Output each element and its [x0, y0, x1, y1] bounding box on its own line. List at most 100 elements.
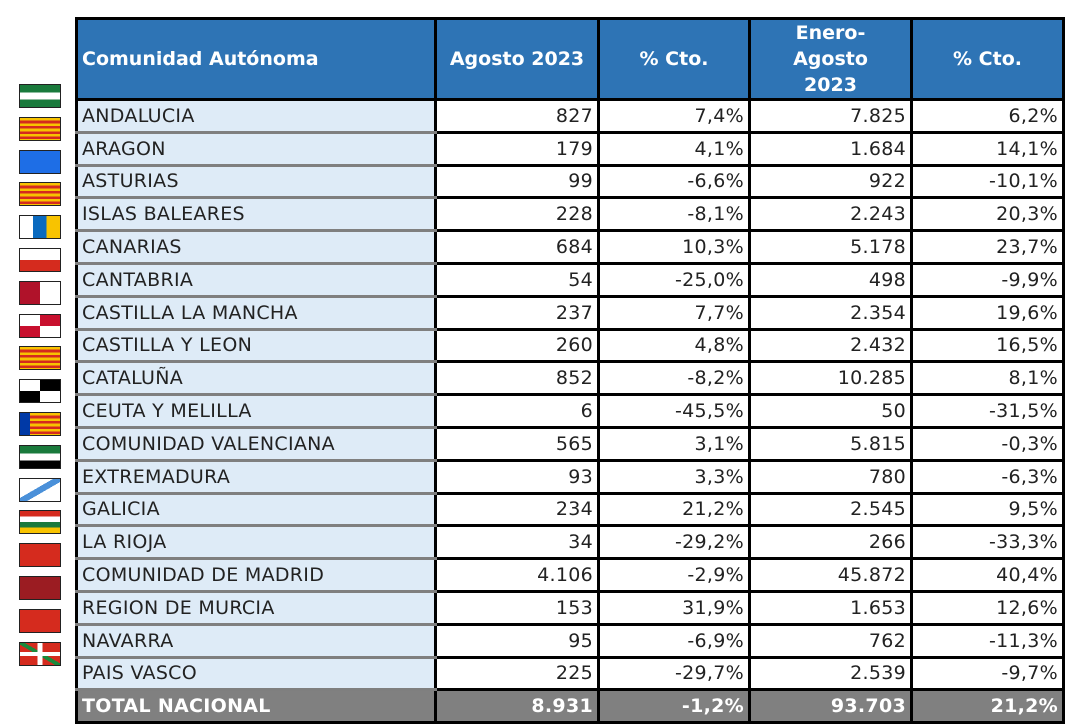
cell-aug-pct: 31,9%: [597, 589, 751, 626]
cell-aug-pct: 4,1%: [597, 130, 751, 167]
header-agosto: Agosto 2023: [434, 17, 600, 101]
cell-aug: 54: [434, 261, 600, 298]
cell-name: CASTILLA LA MANCHA: [75, 294, 437, 331]
data-table: Comunidad Autónoma Agosto 2023 % Cto. En…: [75, 17, 1065, 724]
flag-icon-val: [19, 412, 61, 436]
table-row: ISLAS BALEARES 228 -8,1% 2.243 20,3%: [75, 196, 1065, 233]
cell-ytd: 10.285: [748, 360, 913, 397]
cell-aug: 237: [434, 294, 600, 331]
cell-ytd-pct: 9,5%: [910, 491, 1065, 528]
cell-ytd-pct: -10,1%: [910, 163, 1065, 200]
cell-ytd-pct: 40,4%: [910, 557, 1065, 593]
header-pct-agosto: % Cto.: [597, 17, 751, 101]
cell-aug: 6: [434, 393, 600, 429]
table-row: CASTILLA Y LEON 260 4,8% 2.432 16,5%: [75, 327, 1065, 364]
cell-ytd: 2.539: [748, 655, 913, 692]
cell-ytd-pct: -11,3%: [910, 622, 1065, 659]
cell-ytd-pct: -0,3%: [910, 425, 1065, 462]
flag-icon-ast: [19, 149, 61, 174]
cell-ytd-pct: 16,5%: [910, 327, 1065, 364]
cell-aug: 234: [434, 491, 600, 528]
cell-ytd: 1.653: [748, 589, 913, 626]
cell-ytd: 50: [748, 393, 913, 429]
cell-name: NAVARRA: [75, 622, 437, 659]
table-row: REGION DE MURCIA 153 31,9% 1.653 12,6%: [75, 589, 1065, 626]
flag-icon-nav: [19, 608, 61, 633]
total-ytd-pct: 21,2%: [910, 688, 1065, 724]
header-pct-ytd: % Cto.: [910, 17, 1065, 101]
cell-ytd: 2.243: [748, 196, 913, 233]
cell-aug: 34: [434, 524, 600, 561]
cell-ytd-pct: 14,1%: [910, 130, 1065, 167]
total-ytd: 93.703: [748, 688, 913, 724]
cell-name: CANARIAS: [75, 229, 437, 265]
flag-icon-cat: [19, 346, 61, 371]
cell-aug-pct: -8,1%: [597, 196, 751, 233]
flag-icon-clm: [19, 280, 61, 305]
cell-aug: 684: [434, 229, 600, 265]
cell-name: ANDALUCIA: [75, 98, 437, 134]
cell-aug: 153: [434, 589, 600, 626]
total-row: TOTAL NACIONAL 8.931 -1,2% 93.703 21,2%: [75, 688, 1065, 724]
flag-icon-mur: [19, 576, 61, 600]
cell-ytd: 2.432: [748, 327, 913, 364]
cell-ytd: 1.684: [748, 130, 913, 167]
table-row: LA RIOJA 34 -29,2% 266 -33,3%: [75, 524, 1065, 561]
header-row: Comunidad Autónoma Agosto 2023 % Cto. En…: [75, 17, 1065, 101]
cell-ytd: 498: [748, 261, 913, 298]
cell-aug: 260: [434, 327, 600, 364]
cell-name: PAIS VASCO: [75, 655, 437, 692]
table-row: ASTURIAS 99 -6,6% 922 -10,1%: [75, 163, 1065, 200]
table-row: EXTREMADURA 93 3,3% 780 -6,3%: [75, 458, 1065, 495]
cell-ytd: 7.825: [748, 98, 913, 134]
table-row: COMUNIDAD DE MADRID 4.106 -2,9% 45.872 40,4%: [75, 557, 1065, 593]
cell-aug: 827: [434, 98, 600, 134]
cell-ytd-pct: -9,9%: [910, 261, 1065, 298]
table-row: CASTILLA LA MANCHA 237 7,7% 2.354 19,6%: [75, 294, 1065, 331]
cell-ytd-pct: -9,7%: [910, 655, 1065, 692]
cell-ytd: 266: [748, 524, 913, 561]
cell-ytd: 780: [748, 458, 913, 495]
flag-icon-ext: [19, 444, 61, 469]
cell-aug: 852: [434, 360, 600, 397]
cell-ytd: 2.545: [748, 491, 913, 528]
table-row: ANDALUCIA 827 7,4% 7.825 6,2%: [75, 98, 1065, 134]
cell-aug-pct: 7,7%: [597, 294, 751, 331]
cell-name: ARAGON: [75, 130, 437, 167]
flag-icon-ara: [19, 116, 61, 141]
cell-aug: 228: [434, 196, 600, 233]
table-row: CATALUÑA 852 -8,2% 10.285 8,1%: [75, 360, 1065, 397]
cell-aug-pct: -6,6%: [597, 163, 751, 200]
cell-ytd: 5.815: [748, 425, 913, 462]
cell-name: LA RIOJA: [75, 524, 437, 561]
cell-aug-pct: -25,0%: [597, 261, 751, 298]
cell-name: ISLAS BALEARES: [75, 196, 437, 233]
cell-aug-pct: -29,2%: [597, 524, 751, 561]
cell-name: COMUNIDAD DE MADRID: [75, 557, 437, 593]
cell-name: CEUTA Y MELILLA: [75, 393, 437, 429]
flag-icon-pv: [19, 641, 61, 666]
cell-ytd: 922: [748, 163, 913, 200]
flag-icon-cyl: [19, 313, 61, 338]
cell-name: CASTILLA Y LEON: [75, 327, 437, 364]
cell-name: EXTREMADURA: [75, 458, 437, 495]
cell-ytd-pct: -31,5%: [910, 393, 1065, 429]
cell-name: CANTABRIA: [75, 261, 437, 298]
cell-aug: 4.106: [434, 557, 600, 593]
cell-ytd: 762: [748, 622, 913, 659]
cell-aug-pct: -2,9%: [597, 557, 751, 593]
table-row: ARAGON 179 4,1% 1.684 14,1%: [75, 130, 1065, 167]
cell-name: COMUNIDAD VALENCIANA: [75, 425, 437, 462]
table-row: CANARIAS 684 10,3% 5.178 23,7%: [75, 229, 1065, 265]
total-aug: 8.931: [434, 688, 600, 724]
flag-icon-gal: [19, 477, 61, 502]
cell-aug: 93: [434, 458, 600, 495]
flag-icon-bal: [19, 182, 61, 207]
cell-name: REGION DE MURCIA: [75, 589, 437, 626]
flag-icon-cnt: [19, 248, 61, 272]
cell-aug: 95: [434, 622, 600, 659]
cell-ytd-pct: 8,1%: [910, 360, 1065, 397]
cell-aug-pct: 7,4%: [597, 98, 751, 134]
table-row: PAIS VASCO 225 -29,7% 2.539 -9,7%: [75, 655, 1065, 692]
cell-name: CATALUÑA: [75, 360, 437, 397]
